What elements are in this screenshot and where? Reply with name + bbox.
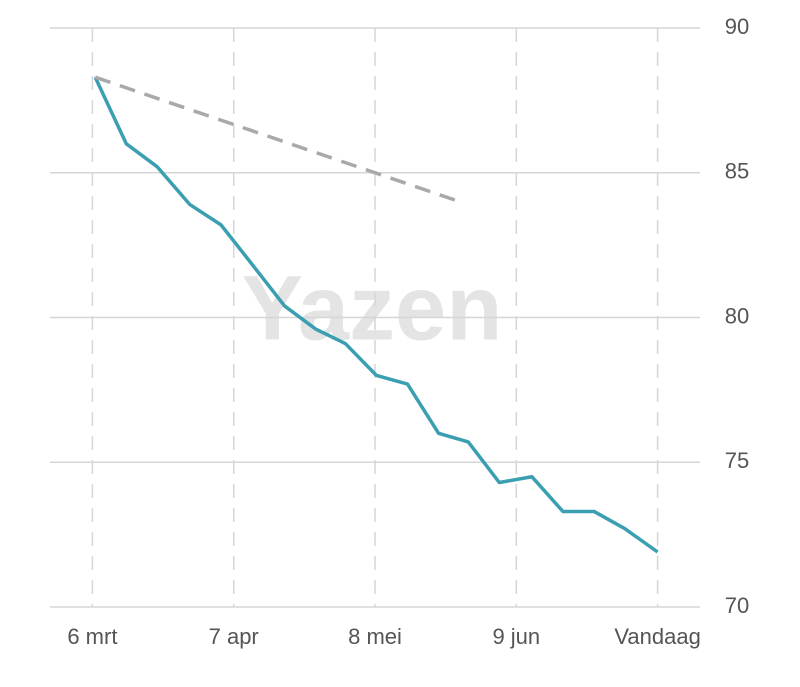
watermark: Yazen [242, 257, 503, 359]
y-tick-label: 80 [725, 303, 749, 328]
y-tick-label: 75 [725, 448, 749, 473]
x-tick-label: 6 mrt [67, 624, 117, 649]
line [93, 76, 659, 554]
y-tick-label: 90 [725, 14, 749, 39]
y-tick-label: 70 [725, 593, 749, 618]
line [94, 75, 461, 204]
x-tick-label: 9 jun [492, 624, 540, 649]
x-tick-label: 8 mei [348, 624, 402, 649]
x-tick-label: 7 apr [209, 624, 259, 649]
x-tick-label: Vandaag [614, 624, 700, 649]
y-tick-label: 85 [725, 159, 749, 184]
